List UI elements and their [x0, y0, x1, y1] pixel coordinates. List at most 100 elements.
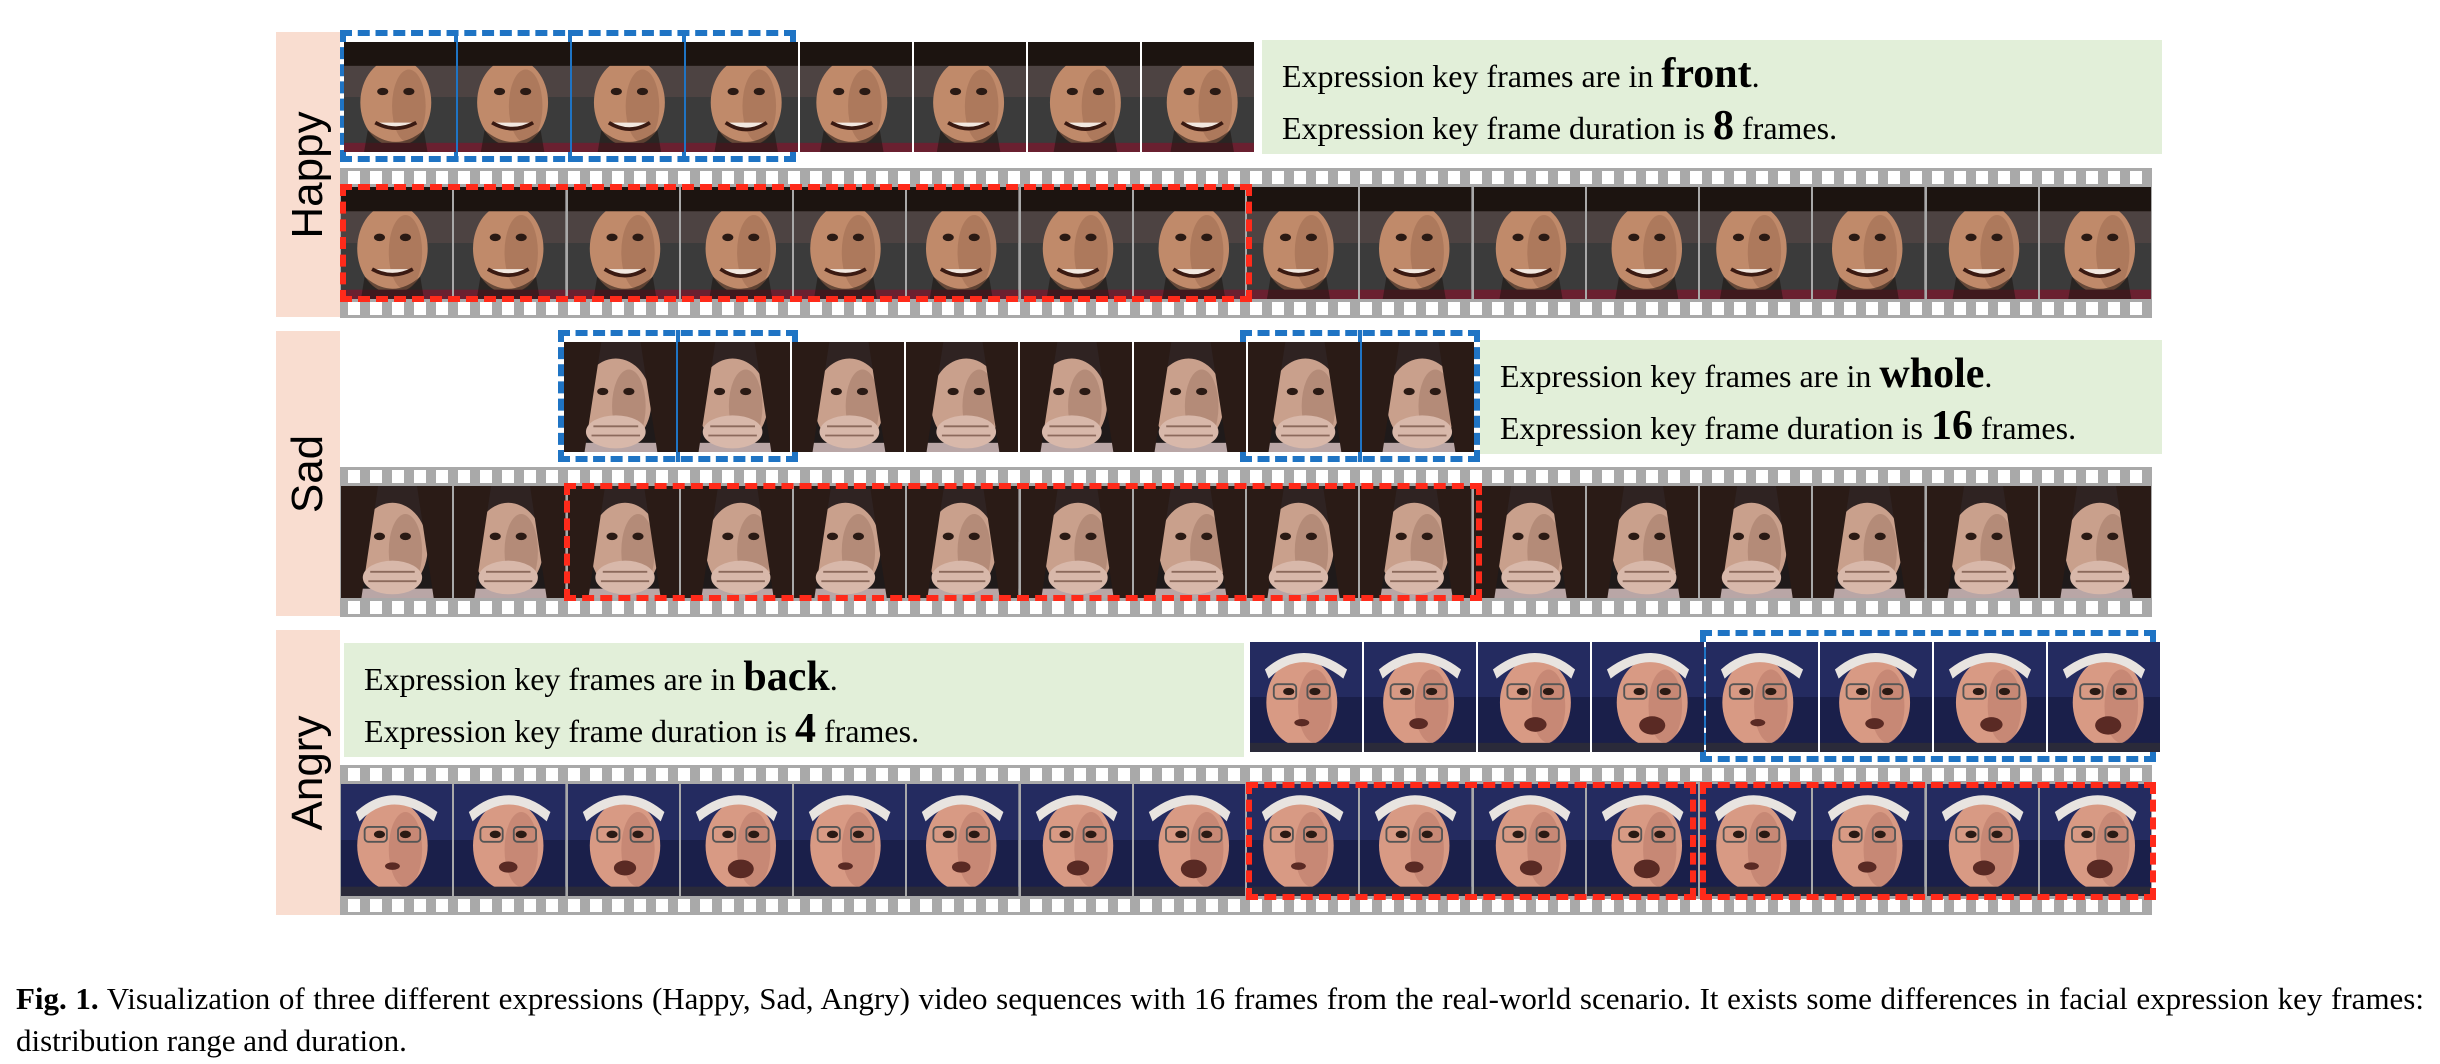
video-frame [686, 42, 798, 152]
annotation-keyword: 16 [1931, 403, 1973, 449]
video-frame [454, 486, 566, 598]
sprocket-holes [340, 768, 2152, 781]
video-frame [567, 784, 679, 896]
video-frame [454, 187, 566, 299]
video-frame [1700, 486, 1812, 598]
video-frame [1586, 187, 1698, 299]
frame-strip [340, 486, 2152, 598]
video-frame [1700, 187, 1812, 299]
video-frame [680, 486, 792, 598]
annotation-text: Expression key frame duration is [1282, 110, 1713, 146]
figure-number: Fig. 1. [16, 981, 99, 1016]
annotation-text: . [829, 661, 838, 697]
video-frame [794, 187, 906, 299]
annotation-text: Expression key frame duration is [364, 713, 795, 749]
annotation-keyword: whole [1879, 351, 1985, 397]
video-frame [1362, 342, 1474, 452]
video-frame [907, 784, 1019, 896]
video-frame [792, 342, 904, 452]
video-frame [458, 42, 570, 152]
video-frame [1473, 486, 1585, 598]
video-frame [344, 42, 456, 152]
video-frame [1934, 642, 2046, 752]
annotation-keyword: back [743, 654, 830, 700]
video-frame [567, 486, 679, 598]
video-frame [1586, 486, 1698, 598]
video-frame [1473, 784, 1585, 896]
video-frame [2039, 784, 2151, 896]
video-frame [1813, 187, 1925, 299]
video-frame [1142, 42, 1254, 152]
annotation-text: Expression key frames are in [1282, 58, 1662, 94]
figure-caption: Fig. 1. Visualization of three different… [16, 978, 2424, 1062]
annotation-box-sad: Expression key frames are in whole. Expr… [1480, 340, 2162, 454]
key-frame-divider [454, 30, 458, 162]
row-label-sad: Sad [276, 331, 340, 616]
annotation-box-happy: Expression key frames are in front. Expr… [1262, 40, 2162, 154]
video-frame [341, 187, 453, 299]
row-label-text: Angry [283, 715, 332, 830]
video-frame [572, 42, 684, 152]
video-frame [800, 42, 912, 152]
video-frame [1028, 42, 1140, 152]
video-frame [906, 342, 1018, 452]
row-label-happy: Happy [276, 32, 340, 317]
key-frame-divider [682, 30, 686, 162]
video-frame [1247, 486, 1359, 598]
video-frame [1820, 642, 1932, 752]
video-frame [1020, 784, 1132, 896]
annotation-line-duration: Expression key frame duration is 4 frame… [364, 705, 919, 753]
sprocket-holes [340, 601, 2152, 614]
key-frame-divider [1358, 330, 1362, 462]
video-frame [1360, 486, 1472, 598]
video-frame [1706, 642, 1818, 752]
video-frame [1133, 187, 1245, 299]
video-frame [1813, 486, 1925, 598]
annotation-line-position: Expression key frames are in whole. [1500, 350, 1992, 398]
annotation-text: . [1751, 58, 1760, 94]
video-frame [454, 784, 566, 896]
row-label-text: Sad [283, 434, 332, 513]
video-frame [1020, 187, 1132, 299]
video-frame [907, 187, 1019, 299]
sprocket-holes [340, 171, 2152, 184]
annotation-keyword: front [1661, 51, 1752, 97]
annotation-text: frames. [816, 713, 920, 749]
annotation-text: . [1984, 358, 1993, 394]
video-frame [794, 486, 906, 598]
key-frame-divider [568, 30, 572, 162]
film-strip-angry [340, 765, 2152, 915]
annotation-text: Expression key frame duration is [1500, 410, 1931, 446]
annotation-line-duration: Expression key frame duration is 8 frame… [1282, 102, 1837, 150]
annotation-line-position: Expression key frames are in back. [364, 653, 838, 701]
video-frame [678, 342, 790, 452]
video-frame [564, 342, 676, 452]
video-frame [567, 187, 679, 299]
annotation-text: frames. [1973, 410, 2077, 446]
video-frame [341, 784, 453, 896]
video-frame [2048, 642, 2160, 752]
video-frame [1592, 642, 1704, 752]
video-frame [2039, 486, 2151, 598]
video-frame [680, 784, 792, 896]
video-frame [341, 486, 453, 598]
video-frame [680, 187, 792, 299]
sprocket-holes [340, 470, 2152, 483]
video-frame [1248, 342, 1360, 452]
video-frame [1360, 784, 1472, 896]
annotation-box-angry: Expression key frames are in back. Expre… [344, 643, 1244, 757]
video-frame [1473, 187, 1585, 299]
video-frame [1020, 342, 1132, 452]
video-frame [1133, 486, 1245, 598]
video-frame [1364, 642, 1476, 752]
annotation-text: Expression key frames are in [1500, 358, 1880, 394]
sprocket-holes [340, 302, 2152, 315]
frame-strip [340, 187, 2152, 299]
video-frame [1926, 486, 2038, 598]
annotation-text: frames. [1734, 110, 1838, 146]
video-frame [1926, 187, 2038, 299]
annotation-line-duration: Expression key frame duration is 16 fram… [1500, 402, 2076, 450]
video-frame [2039, 187, 2151, 299]
video-frame [1586, 784, 1698, 896]
annotation-text: Expression key frames are in [364, 661, 744, 697]
